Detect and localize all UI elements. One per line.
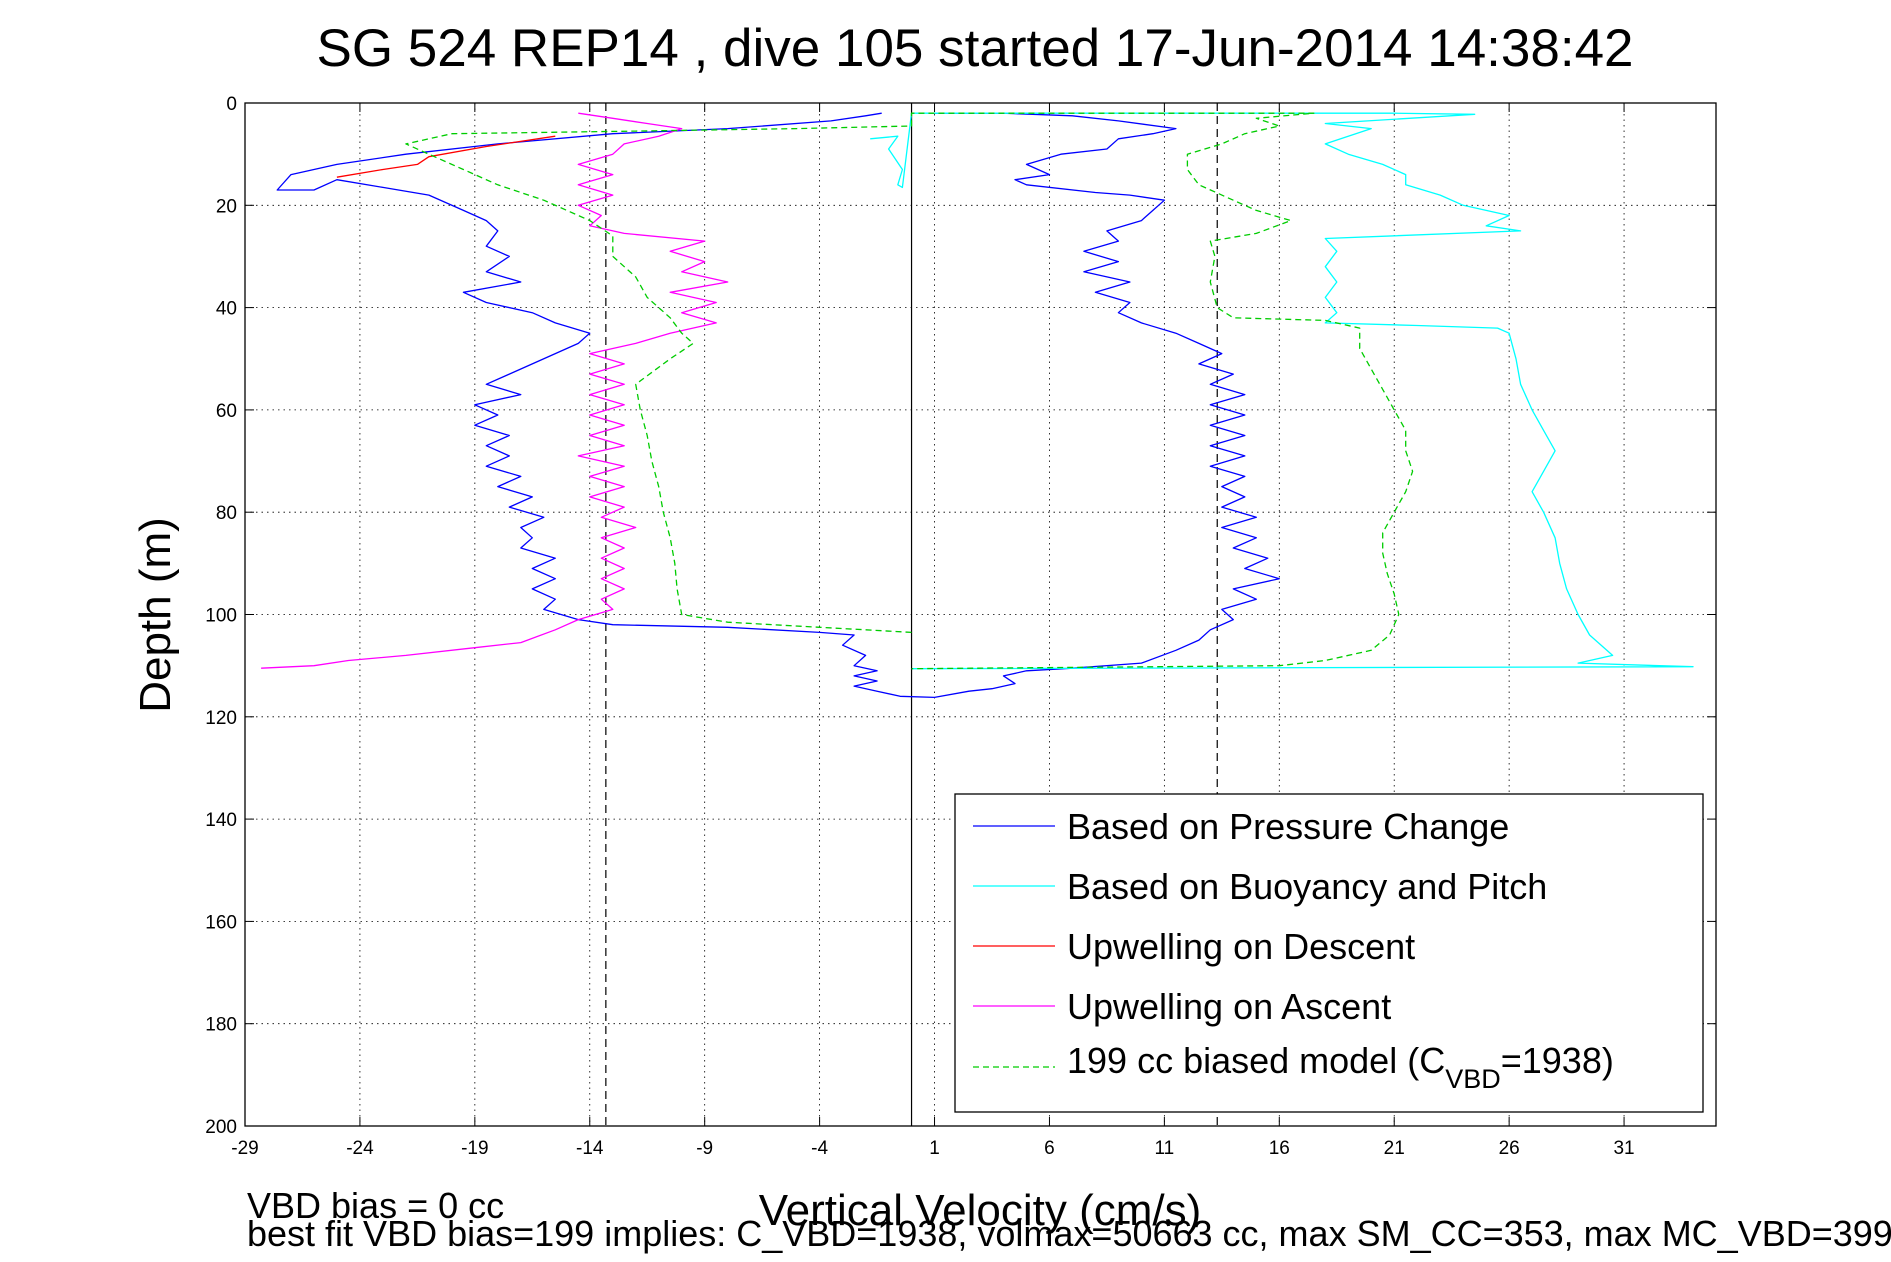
legend-label-biased-model-sub: VBD [1445,1064,1501,1094]
x-tick-label: 6 [1044,1138,1055,1159]
chart-title: SG 524 REP14 , dive 105 started 17-Jun-2… [316,19,1633,78]
x-axis-label: Vertical Velocity (cm/s) [759,1186,1202,1235]
series-line-upwelling-on-ascent [261,112,729,669]
series-line-199-cc-biased-model-c-vbd-1938 [405,112,1414,670]
y-tick-label: 120 [205,708,237,729]
y-tick-label: 0 [226,94,237,115]
footer-vbd-bias: VBD bias = 0 cc [247,1185,504,1226]
x-tick-label: 26 [1499,1138,1520,1159]
legend-label-biased-model-suffix: =1938) [1501,1040,1614,1081]
x-tick-label: 31 [1613,1138,1634,1159]
legend-label-pressure: Based on Pressure Change [1067,806,1509,847]
y-tick-label: 100 [205,606,237,627]
legend-label-upwelling-ascent: Upwelling on Ascent [1067,986,1391,1027]
y-tick-label: 140 [205,810,237,831]
series-line-based-on-pressure-change [276,112,1280,699]
x-tick-label: 11 [1155,1138,1175,1159]
x-tick-label: -24 [346,1138,374,1159]
legend-label-buoyancy: Based on Buoyancy and Pitch [1067,866,1547,907]
y-tick-label: 160 [205,912,237,933]
legend: Based on Pressure Change Based on Buoyan… [954,793,1704,1113]
x-tick-label: -4 [811,1138,828,1159]
y-tick-label: 60 [216,401,237,422]
series-line-based-on-buoyancy-and-pitch [870,112,1694,670]
x-tick-label: -19 [461,1138,488,1159]
y-tick-label: 40 [216,299,237,320]
y-axis: 0 20 40 60 80 100 120 140 160 180 200 [205,94,1716,1138]
y-tick-label: 80 [216,503,237,524]
footer-best-fit: best fit VBD bias=199 implies: C_VBD=193… [247,1213,1891,1254]
legend-label-upwelling-descent: Upwelling on Descent [1067,926,1415,967]
y-tick-label: 180 [205,1015,237,1036]
y-tick-label: 20 [216,196,237,217]
x-tick-label: -9 [696,1138,713,1159]
x-axis: -29 -24 -19 -14 -9 -4 1 6 11 16 21 26 31 [231,103,1635,1159]
legend-label-biased-model-main: 199 cc biased model (C [1067,1040,1445,1081]
legend-box [954,793,1704,1113]
x-tick-label: -14 [576,1138,604,1159]
x-tick-label: 16 [1269,1138,1290,1159]
legend-label-biased-model: 199 cc biased model (CVBD=1938) [1067,1040,1614,1094]
series-line-upwelling-on-descent [336,135,556,178]
x-tick-label: 21 [1384,1138,1405,1159]
x-tick-label: -29 [231,1138,258,1159]
x-tick-label: 1 [929,1138,940,1159]
y-tick-label: 200 [205,1117,237,1138]
y-axis-label: Depth (m) [131,517,180,713]
series-group [261,112,1694,699]
